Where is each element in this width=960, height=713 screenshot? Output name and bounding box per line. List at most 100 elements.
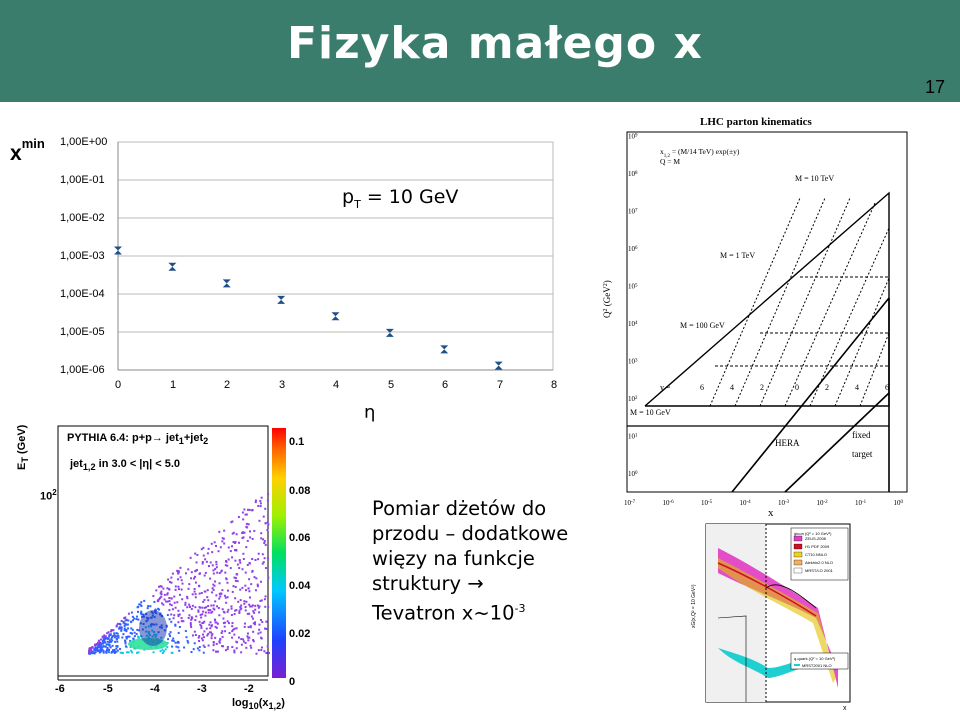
y-value: 4	[855, 383, 859, 392]
legend-item: ZEUS-2008	[805, 536, 827, 541]
quark-legend-item: MRST2001 NLO	[802, 663, 832, 668]
h1-curve	[717, 562, 817, 617]
legend-item: MRST/LO 2001	[805, 568, 834, 573]
ytick: 106	[628, 245, 638, 253]
diagram-xlabel: x	[768, 507, 774, 518]
y-tick-label: 1,00E+00	[60, 136, 108, 148]
colorbar	[272, 428, 286, 678]
diagram-ylabel: Q2 (GeV2)	[602, 280, 612, 318]
heatmap-ytick: 102	[40, 488, 57, 503]
legend-item: CT10.NNLO	[805, 552, 827, 557]
diagram-title: LHC parton kinematics	[700, 116, 813, 128]
ytick: 108	[628, 170, 638, 178]
heatmap-xtick: -6	[55, 683, 65, 695]
ytick: 105	[628, 283, 638, 291]
y-tick-label: 1,00E-02	[60, 212, 105, 224]
label-y: y =	[660, 383, 671, 392]
x-axis-label: η	[364, 402, 376, 423]
xtick: 10-1	[855, 499, 867, 507]
colorbar-tick: 0.02	[289, 628, 311, 640]
data-point	[277, 295, 286, 304]
chart-points	[114, 246, 503, 370]
quark-legend	[790, 652, 849, 670]
y-tick-label: 1,00E-06	[60, 364, 105, 376]
y-value: 6	[700, 383, 704, 392]
x-tick-label: 7	[496, 379, 504, 391]
slide-note: Pomiar dżetów do przodu – dodatkowe więz…	[372, 497, 569, 625]
chart-annotation: pT = 10 GeV	[342, 186, 459, 211]
label-fixed: fixed	[852, 430, 871, 440]
ytick: 103	[628, 358, 638, 366]
data-point	[222, 279, 231, 288]
label-m10tev: M = 10 TeV	[795, 174, 834, 183]
data-point	[494, 361, 503, 370]
heatmap-xtick: -3	[197, 683, 207, 695]
data-point	[331, 312, 340, 321]
x-tick-label: 1	[169, 379, 177, 391]
colorbar-tick: 0	[289, 676, 296, 688]
colorbar-tick: 0.04	[289, 580, 311, 592]
heatmap-xtick: -2	[244, 683, 254, 695]
chart-grid	[117, 141, 554, 371]
ytick: 109	[628, 133, 638, 141]
legend-item: Alekhin2.0 NLO	[805, 560, 833, 565]
y-values: 6 4 2 0 2 4 6	[700, 383, 889, 392]
ytick: 107	[628, 208, 638, 216]
colorbar-tick: 0.06	[289, 532, 311, 544]
title-bar: Fizyka małego x	[0, 0, 960, 102]
colorbar-tick: 0.1	[289, 436, 305, 448]
x-tick-label: 0	[114, 379, 122, 391]
x-tick-label: 6	[441, 379, 449, 391]
ct10-band	[718, 558, 836, 683]
legend-title: gluon (Q² = 10 GeV²)	[794, 531, 832, 536]
xtick: 10-2	[817, 499, 829, 507]
data-point	[114, 246, 122, 255]
y-axis-label: xmin	[10, 136, 45, 165]
ytick: 104	[628, 320, 638, 328]
x-tick-label: 8	[550, 379, 558, 391]
y-tick-label: 1,00E-05	[60, 326, 105, 338]
heatmap-ylabel: ET (GeV)	[16, 424, 31, 470]
gluon-xlabel: x	[843, 705, 847, 712]
heatmap-cloud	[88, 493, 270, 655]
diagram-xticks: 10-7 10-6 10-5 10-4 10-3 10-2 10-1 100	[624, 499, 904, 507]
lhc-kinematics-diagram: LHC parton kinematics x1,2 = (M/14 TeV) …	[602, 116, 908, 518]
label-m10gev: M = 10 GeV	[630, 408, 671, 417]
heatmap-subtitle: jet1,2 in 3.0 < |η| < 5.0	[70, 458, 180, 473]
xtick: 10-5	[701, 499, 713, 507]
legend-line1: x1,2 = (M/14 TeV) exp(±y)	[660, 147, 740, 159]
label-m100gev: M = 100 GeV	[680, 321, 725, 330]
slide-title: Fizyka małego x	[287, 18, 703, 69]
y-tick-label: 1,00E-04	[60, 288, 105, 300]
label-m1tev: M = 1 TeV	[720, 251, 755, 260]
xtick: 10-7	[624, 499, 636, 507]
page-number: 17	[925, 77, 946, 97]
heatmap-xtick: -5	[103, 683, 113, 695]
y-value: 0	[795, 383, 799, 392]
gluon-ylabel: xG(x,Q² = 10 GeV²)	[691, 584, 697, 628]
y-value: 2	[825, 383, 829, 392]
gluon-legend-items: ZEUS-2008 H1 PDF 2009 CT10.NNLO Alekhin2.0 …	[793, 535, 834, 574]
quark-legend-title: q-quark (Q² = 10 GeV²)	[794, 656, 836, 661]
ytick: 102	[628, 395, 638, 403]
xtick: 10-6	[663, 499, 675, 507]
data-point	[168, 262, 177, 271]
xtick: 10-4	[740, 499, 752, 507]
y-value: 2	[760, 383, 764, 392]
colorbar-tick: 0.08	[289, 485, 311, 497]
legend-line2: Q = M	[660, 157, 680, 166]
y-tick-label: 1,00E-01	[60, 174, 105, 186]
xtick: 10-3	[778, 499, 790, 507]
y-tick-label: 1,00E-03	[60, 250, 105, 262]
label-hera: HERA	[775, 438, 800, 448]
x-tick-label: 5	[387, 379, 395, 391]
x-tick-label: 3	[278, 379, 286, 391]
label-target: target	[852, 449, 873, 459]
data-point	[385, 328, 394, 337]
xtick: 100	[894, 499, 904, 507]
x-tick-label: 2	[223, 379, 231, 391]
data-point	[440, 345, 449, 354]
x-tick-label: 4	[332, 379, 340, 391]
gluon-pdf-chart: xG(x,Q² = 10 GeV²) gluon (Q² = 10 GeV²) …	[691, 523, 851, 712]
